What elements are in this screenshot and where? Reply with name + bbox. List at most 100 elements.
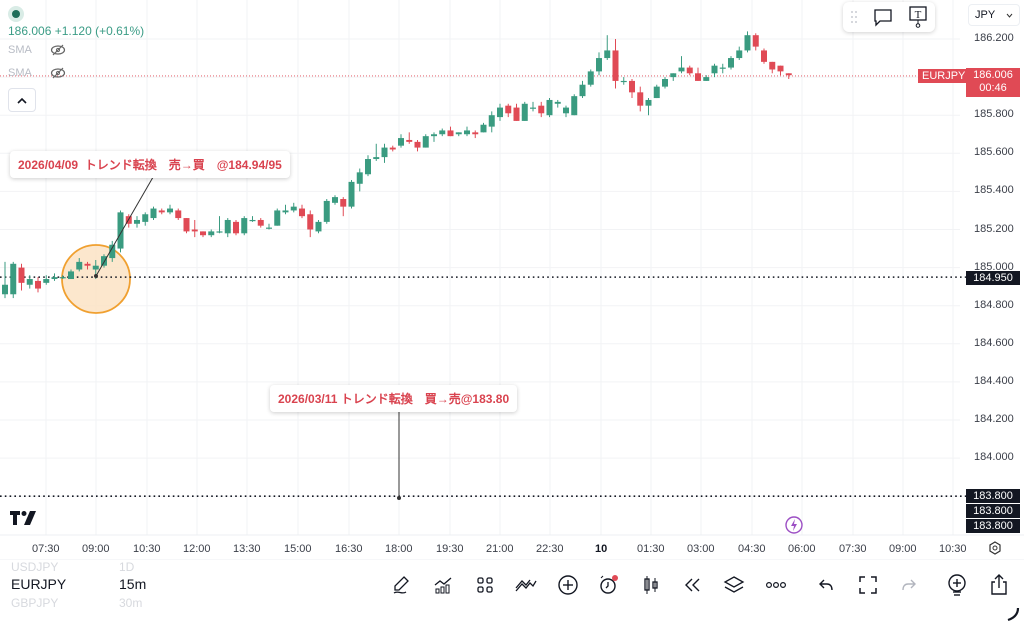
line-price-label: 184.950: [966, 271, 1020, 285]
layout-button[interactable]: [474, 574, 496, 596]
time-tick: 09:00: [82, 543, 110, 555]
indicator-label: SMA: [8, 67, 32, 79]
layers-icon: [723, 576, 745, 593]
time-tick: 12:00: [183, 543, 211, 555]
comment-icon[interactable]: [873, 7, 893, 27]
time-tick: 18:00: [385, 543, 413, 555]
drag-handle-icon[interactable]: [850, 10, 858, 24]
time-tick: 19:30: [436, 543, 464, 555]
add-button[interactable]: [557, 574, 579, 596]
svg-text:T: T: [914, 9, 921, 21]
resize-handle-icon[interactable]: [1004, 606, 1020, 622]
watchlist-prev-symbol[interactable]: USDJPY: [11, 560, 59, 574]
price-tick: 186.200: [974, 32, 1014, 44]
line-price-label: 183.800: [966, 504, 1020, 518]
price-tick: 184.600: [974, 336, 1014, 349]
alert-icon: [600, 575, 618, 594]
undo-button[interactable]: [815, 574, 837, 596]
candle-countdown: 00:46: [979, 82, 1007, 94]
line-price-label: 183.800: [966, 489, 1020, 503]
time-tick: 15:00: [284, 543, 312, 555]
redo-icon: [902, 579, 916, 591]
add-icon: [558, 575, 578, 595]
time-tick: 07:30: [839, 543, 867, 555]
undo-icon: [819, 579, 833, 591]
draw-button[interactable]: [391, 574, 413, 596]
settings-icon[interactable]: [988, 541, 1002, 555]
price-tick: 184.000: [974, 451, 1014, 464]
candles-icon: [644, 576, 658, 594]
trend-icon: [515, 579, 537, 592]
replay-button[interactable]: [682, 574, 704, 596]
time-tick: 10:30: [939, 543, 967, 555]
tradingview-logo-icon: [10, 511, 36, 525]
indicator-sma-2[interactable]: SMA: [8, 67, 66, 79]
more-icon: [765, 581, 787, 589]
time-tick: 03:00: [687, 543, 715, 555]
idea-icon: [948, 574, 966, 596]
eye-off-icon[interactable]: [50, 44, 66, 56]
annotation-buy-signal[interactable]: 2026/04/09 トレンド転換 売→買 @184.94/95: [10, 151, 290, 178]
price-tick: 185.200: [974, 222, 1014, 235]
symbol-tag: EURJPY: [918, 69, 970, 83]
price-tick: 184.800: [974, 298, 1014, 311]
time-tick: 07:30: [32, 543, 60, 555]
bottom-bar: USDJPY 1D EURJPY 15m GBPJPY 30m: [0, 560, 1024, 628]
time-tick: 21:00: [486, 543, 514, 555]
indicators-button[interactable]: [432, 574, 454, 596]
layers-button[interactable]: [723, 574, 745, 596]
chevron-up-icon: [17, 97, 27, 104]
fullscreen-icon: [859, 576, 877, 594]
change-value: +1.120 (+0.61%): [54, 24, 145, 38]
watchlist-current-symbol[interactable]: EURJPY: [11, 576, 67, 592]
last-price: 186.006: [8, 24, 52, 38]
time-tick: 13:30: [233, 543, 261, 555]
time-tick: 09:00: [889, 543, 917, 555]
fullscreen-button[interactable]: [857, 574, 879, 596]
time-tick: 04:30: [738, 543, 766, 555]
market-status-icon: [8, 6, 24, 22]
time-tick: 10:30: [133, 543, 161, 555]
collapse-legend-button[interactable]: [8, 88, 36, 112]
more-button[interactable]: [765, 574, 787, 596]
watchlist-next-symbol[interactable]: GBPJPY: [11, 596, 59, 610]
alert-button[interactable]: [598, 574, 620, 596]
lightning-icon[interactable]: [785, 516, 803, 534]
time-tick: 01:30: [637, 543, 665, 555]
indicator-label: SMA: [8, 44, 32, 56]
watchlist-next-interval[interactable]: 30m: [119, 596, 143, 610]
share-button[interactable]: [988, 574, 1010, 596]
price-tick: 185.800: [974, 108, 1014, 121]
price-change: 186.006 +1.120 (+0.61%): [8, 24, 144, 38]
line-price-label: 183.800: [966, 519, 1020, 533]
current-price-label: 186.006 00:46: [966, 68, 1020, 97]
time-tick: 22:30: [536, 543, 564, 555]
symbol-status: [8, 6, 24, 22]
time-tick: 06:00: [788, 543, 816, 555]
eye-off-icon[interactable]: [50, 67, 66, 79]
indicators-icon: [434, 577, 452, 594]
chart-type-button[interactable]: [640, 574, 662, 596]
redo-button[interactable]: [898, 574, 920, 596]
price-tick: 184.400: [974, 374, 1014, 387]
price-tick: 185.600: [974, 146, 1014, 159]
current-price: 186.006: [973, 69, 1013, 81]
watchlist-current-interval[interactable]: 15m: [119, 576, 147, 592]
indicator-sma-1[interactable]: SMA: [8, 44, 66, 56]
price-tick: 185.400: [974, 184, 1014, 197]
share-icon: [991, 574, 1007, 595]
currency-select[interactable]: JPY: [968, 4, 1020, 26]
trend-button[interactable]: [515, 574, 537, 596]
time-tick: 16:30: [335, 543, 363, 555]
idea-button[interactable]: [946, 574, 968, 596]
annotation-sell-signal[interactable]: 2026/03/11 トレンド転換 買→売@183.80: [270, 385, 518, 412]
layout-icon: [477, 577, 493, 593]
chevron-down-icon: [1006, 13, 1013, 18]
draw-icon: [393, 576, 409, 594]
price-tick: 184.200: [974, 413, 1014, 425]
watchlist-prev-interval[interactable]: 1D: [119, 560, 135, 574]
text-anchor-icon[interactable]: T: [908, 6, 928, 28]
replay-icon: [685, 578, 700, 592]
time-tick: 10: [595, 543, 608, 555]
